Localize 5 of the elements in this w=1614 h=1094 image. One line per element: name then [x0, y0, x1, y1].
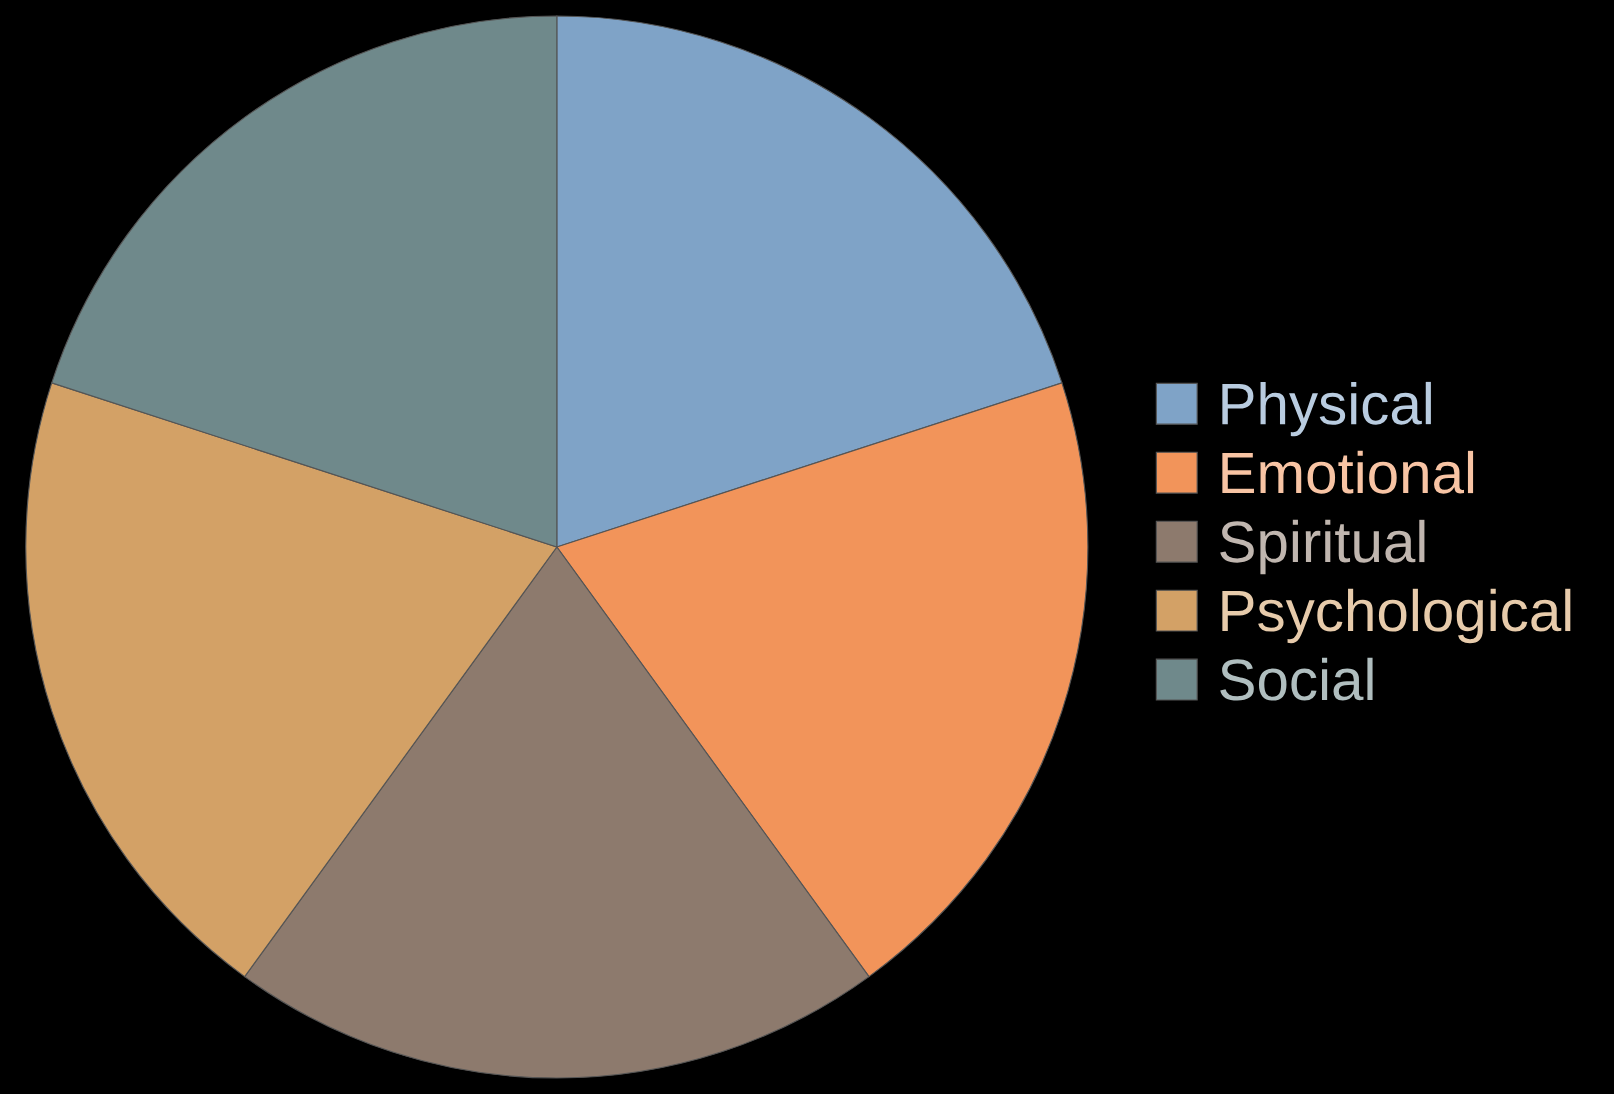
- legend-label: Physical: [1222, 381, 1431, 437]
- legend-label: Psychological: [1222, 588, 1571, 644]
- legend-label: Spiritual: [1220, 519, 1425, 575]
- legend-label: Social: [1220, 657, 1373, 701]
- legend-label: Emotional: [1222, 450, 1474, 494]
